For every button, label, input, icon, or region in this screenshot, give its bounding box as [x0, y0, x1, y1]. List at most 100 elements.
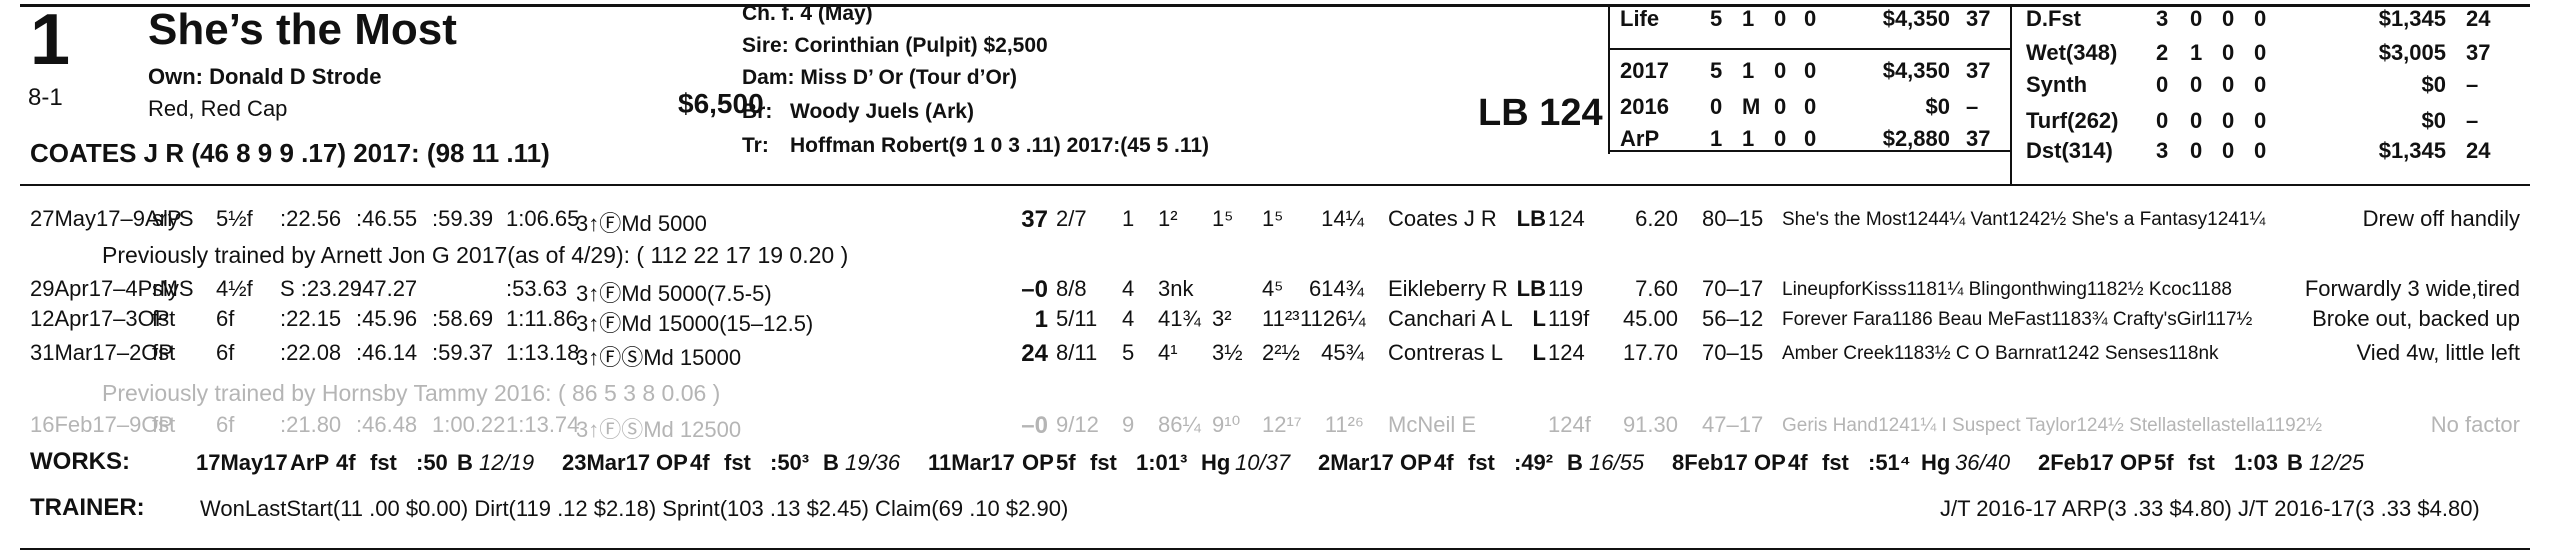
pp-c2: 3²: [1212, 306, 1232, 331]
pp-comment: LineupforKisss1181¼ Blingonthwing1182½ K…: [1782, 279, 2232, 300]
breeder: Woody Juels (Ark): [790, 100, 974, 123]
pp-finish: 45¾: [1321, 340, 1364, 365]
work-rank: 19/36: [845, 450, 901, 475]
pp-comment: She's the Most1244¼ Vant1242½ She's a Fa…: [1782, 209, 2266, 230]
pp-pace: 80–15: [1702, 206, 1764, 231]
pp-pace: 56–12: [1702, 306, 1764, 331]
work-grade: B: [457, 450, 473, 475]
pp-jockey: McNeil E: [1388, 412, 1477, 437]
record-box-left-border: [1608, 4, 1610, 154]
record-right-w: 0: [2190, 138, 2203, 163]
work-time: 1:03: [2234, 450, 2279, 475]
record-left-s: 0: [1804, 126, 1817, 151]
record-left-w: 1: [1742, 58, 1755, 83]
pp-cond: slyS: [152, 276, 194, 301]
record-right-speed: 24: [2466, 138, 2491, 163]
pp-str: 2²½: [1262, 340, 1300, 365]
pp-fin: :53.63: [506, 276, 568, 301]
work-surface: fst: [1822, 450, 1849, 475]
pp-date: 16Feb17–9OP: [30, 412, 174, 437]
pp-odds: 45.00: [1622, 306, 1678, 331]
pp-odds: 17.70: [1622, 340, 1678, 365]
record-left-p: 0: [1774, 126, 1787, 151]
record-right-s: 0: [2254, 72, 2267, 97]
record-right-p: 0: [2222, 40, 2235, 65]
horse-description: Ch. f. 4 (May): [742, 2, 873, 25]
record-right-starts: 0: [2156, 108, 2169, 133]
work-rank: 16/55: [1589, 450, 1645, 475]
pp-f2: :47.27: [356, 276, 418, 301]
sire: Sire: Corinthian (Pulpit) $2,500: [742, 34, 1048, 57]
pp-med: LB: [1516, 276, 1546, 301]
pp-f1: :22.15: [280, 306, 342, 331]
record-right-s: 0: [2254, 6, 2267, 31]
pp-wt: 124: [1548, 340, 1585, 365]
pp-pp: 8/11: [1056, 340, 1098, 365]
work-time: 1:01³: [1136, 450, 1188, 475]
pp-remark: No factor: [2430, 412, 2520, 437]
work-grade: B: [2287, 450, 2303, 475]
record-left-p: 0: [1774, 58, 1787, 83]
work-dist: 4f: [336, 450, 356, 475]
pp-fin: 1:06.65: [506, 206, 580, 231]
work-surface: fst: [1090, 450, 1117, 475]
pp-st: 4: [1122, 276, 1135, 301]
pp-pp: 2/7: [1056, 206, 1087, 231]
record-right-earn: $0: [2421, 108, 2446, 133]
record-right-p: 0: [2222, 6, 2235, 31]
pp-f2: :45.96: [356, 306, 418, 331]
record-left-s: 0: [1804, 58, 1817, 83]
record-left-s: 0: [1804, 94, 1817, 119]
work-rank: 10/37: [1235, 450, 1291, 475]
pp-f1: :22.08: [280, 340, 342, 365]
pp-c2: 3½: [1212, 340, 1243, 365]
record-right-earn: $3,005: [2378, 40, 2446, 65]
pp-dist: 4½f: [216, 276, 253, 301]
pp-spd: –0: [1021, 412, 1048, 439]
work-time: :49²: [1514, 450, 1554, 475]
record-left-label: 2016: [1620, 94, 1669, 119]
pp-race: 3↑ⒻMd 5000(7.5-5): [576, 281, 772, 306]
record-right-label: Wet(348): [2026, 40, 2118, 65]
trainer-change-note-2: Previously trained by Hornsby Tammy 2016…: [102, 380, 721, 406]
work-date: 17May17: [196, 450, 288, 475]
pp-cond: slyS: [152, 206, 194, 231]
pp-f2: :46.55: [356, 206, 418, 231]
top-rule: [20, 4, 2530, 7]
pp-wt: 119f: [1548, 306, 1590, 331]
pp-st: 5: [1122, 340, 1135, 365]
record-left-earn: $0: [1925, 94, 1950, 119]
pp-pp: 9/12: [1056, 412, 1099, 437]
record-right-p: 0: [2222, 108, 2235, 133]
record-right-speed: –: [2466, 108, 2479, 133]
pp-pace: 47–17: [1702, 412, 1764, 437]
pp-str: 4⁵: [1262, 276, 1284, 301]
record-left-earn: $2,880: [1882, 126, 1950, 151]
pp-spd: 1: [1034, 306, 1048, 333]
pp-c2: 9¹⁰: [1212, 412, 1241, 437]
pp-odds: 91.30: [1622, 412, 1678, 437]
pp-finish: 11²⁶: [1324, 412, 1364, 437]
pp-cond: fst: [152, 340, 176, 365]
record-right-speed: –: [2466, 72, 2479, 97]
pp-remark: Vied 4w, little left: [2356, 340, 2520, 365]
work-time: :50³: [770, 450, 810, 475]
pp-c1: 1²: [1158, 206, 1178, 231]
program-number: 1: [30, 0, 71, 80]
pp-fin: 1:13.18: [506, 340, 580, 365]
record-left-earn: $4,350: [1882, 6, 1950, 31]
claim-price: $6,500: [678, 88, 764, 119]
pp-f1: :21.80: [280, 412, 342, 437]
pp-str: 11²³: [1262, 306, 1300, 331]
pp-f3: :59.39: [432, 206, 494, 231]
work-surface: fst: [2188, 450, 2215, 475]
record-left-label: ArP: [1620, 126, 1660, 151]
pp-c1: 41¾: [1158, 306, 1201, 331]
pp-race: 3↑ⒻⓈMd 12500: [576, 417, 742, 442]
pp-jockey: Contreras L: [1388, 340, 1503, 365]
pp-st: 9: [1122, 412, 1135, 437]
pp-comment: Amber Creek1183½ C O Barnrat1242 Senses1…: [1782, 343, 2219, 364]
pp-jockey: Canchari A L: [1388, 306, 1513, 331]
pp-f1: :22.56: [280, 206, 342, 231]
record-left-w: 1: [1742, 6, 1755, 31]
